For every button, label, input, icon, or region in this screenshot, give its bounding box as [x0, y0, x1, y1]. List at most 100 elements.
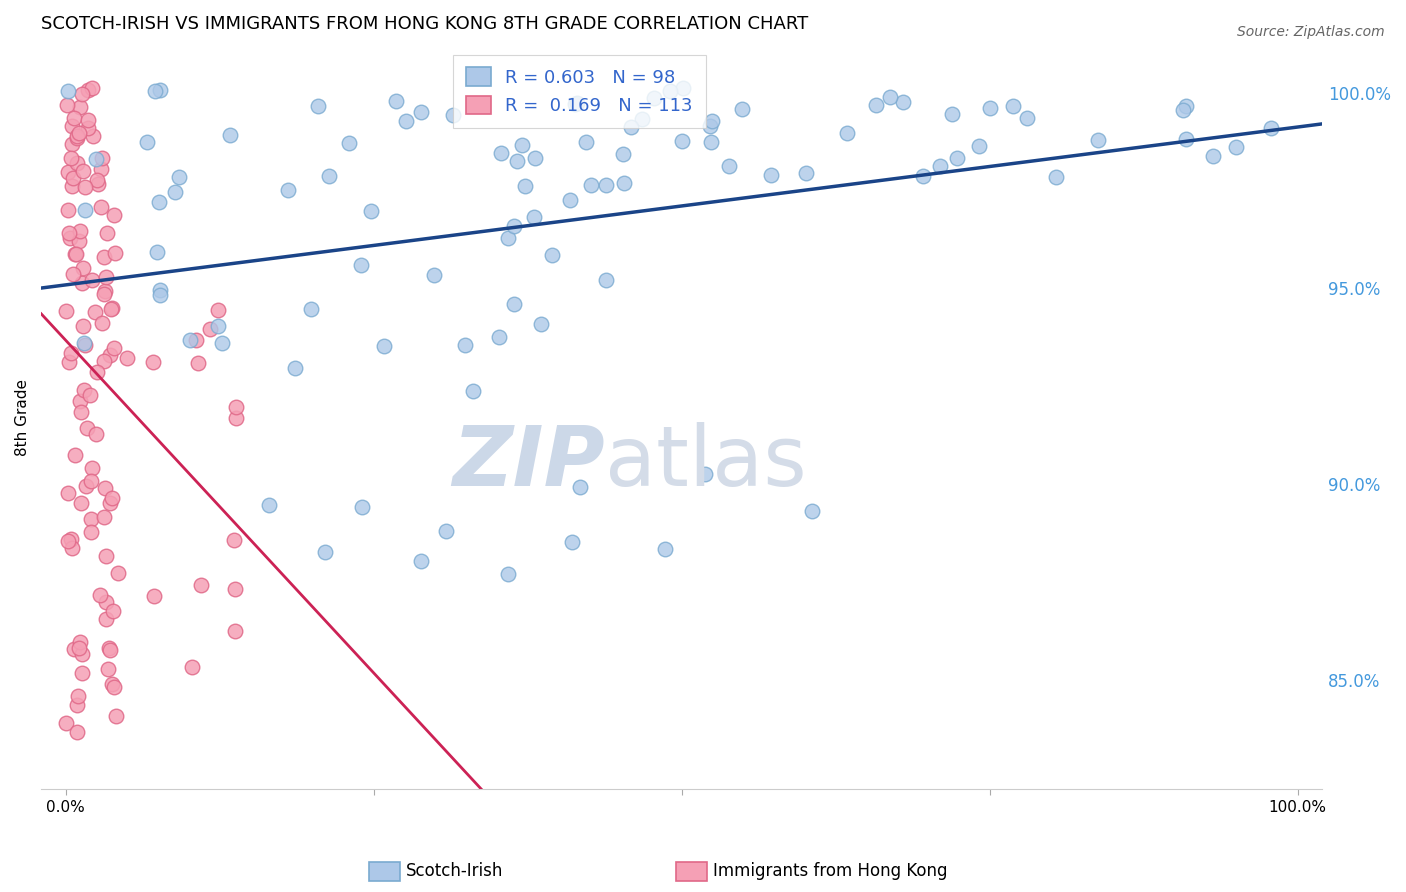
Point	[564, 96, 586, 111]
Point	[62, 170, 84, 185]
Point	[90, 316, 112, 330]
Point	[190, 578, 212, 592]
Point	[941, 106, 963, 120]
Point	[339, 136, 361, 150]
Point	[149, 284, 172, 298]
Point	[101, 301, 124, 316]
Point	[224, 582, 246, 596]
Point	[165, 185, 187, 199]
Point	[186, 333, 208, 347]
Point	[69, 635, 91, 649]
Point	[60, 120, 83, 134]
Point	[56, 486, 79, 500]
Point	[77, 113, 100, 128]
Point	[523, 210, 546, 224]
Point	[136, 135, 159, 149]
Point	[98, 643, 121, 657]
Point	[69, 641, 91, 656]
Point	[107, 566, 129, 581]
Point	[62, 268, 84, 282]
Point	[103, 680, 125, 694]
Point	[865, 97, 887, 112]
Point	[93, 510, 115, 524]
Point	[794, 166, 817, 180]
Point	[671, 134, 693, 148]
Point	[207, 302, 229, 317]
Point	[59, 231, 82, 245]
Point	[93, 250, 115, 264]
Point	[277, 183, 299, 197]
Point	[72, 319, 94, 334]
Point	[513, 179, 536, 194]
Point	[314, 545, 336, 559]
Point	[70, 496, 93, 510]
Point	[93, 287, 115, 301]
Point	[69, 101, 91, 115]
Point	[73, 336, 96, 351]
Point	[115, 351, 138, 366]
Point	[198, 321, 221, 335]
Point	[693, 467, 716, 481]
Point	[395, 113, 418, 128]
Point	[94, 285, 117, 299]
Point	[80, 475, 103, 489]
Point	[912, 169, 935, 184]
Point	[299, 302, 322, 317]
Point	[218, 128, 240, 143]
Point	[612, 147, 634, 161]
Point	[659, 84, 682, 98]
Point	[224, 624, 246, 638]
Point	[411, 553, 433, 567]
Point	[62, 111, 84, 125]
Point	[80, 511, 103, 525]
Point	[146, 244, 169, 259]
Y-axis label: 8th Grade: 8th Grade	[15, 379, 30, 456]
Point	[979, 101, 1001, 115]
Point	[94, 482, 117, 496]
Point	[84, 427, 107, 442]
Point	[352, 500, 374, 515]
Point	[66, 131, 89, 145]
Point	[75, 203, 97, 218]
Point	[761, 168, 783, 182]
Point	[718, 159, 741, 173]
Point	[434, 524, 457, 538]
Point	[1260, 120, 1282, 135]
Point	[98, 496, 121, 510]
Point	[1087, 133, 1109, 147]
Point	[82, 460, 104, 475]
Point	[1001, 99, 1024, 113]
Point	[104, 246, 127, 260]
Point	[79, 387, 101, 401]
Point	[1171, 103, 1194, 117]
Point	[225, 401, 247, 415]
Point	[100, 677, 122, 691]
Point	[179, 333, 201, 347]
Point	[385, 94, 408, 108]
Point	[55, 304, 77, 318]
Point	[75, 179, 97, 194]
Point	[360, 204, 382, 219]
Point	[1175, 132, 1198, 146]
Point	[87, 177, 110, 191]
Point	[105, 709, 128, 723]
Point	[318, 169, 340, 183]
Text: ZIP: ZIP	[453, 422, 605, 502]
Point	[72, 260, 94, 275]
Point	[103, 605, 125, 619]
Point	[86, 365, 108, 379]
Point	[423, 268, 446, 283]
Point	[69, 224, 91, 238]
Point	[259, 498, 281, 512]
Point	[488, 330, 510, 344]
Point	[103, 208, 125, 222]
Point	[79, 524, 101, 539]
Point	[60, 346, 83, 360]
Point	[565, 95, 588, 110]
Point	[73, 338, 96, 352]
Point	[620, 120, 643, 134]
Point	[58, 355, 80, 369]
Point	[69, 405, 91, 419]
Point	[77, 120, 100, 135]
Point	[82, 129, 104, 144]
